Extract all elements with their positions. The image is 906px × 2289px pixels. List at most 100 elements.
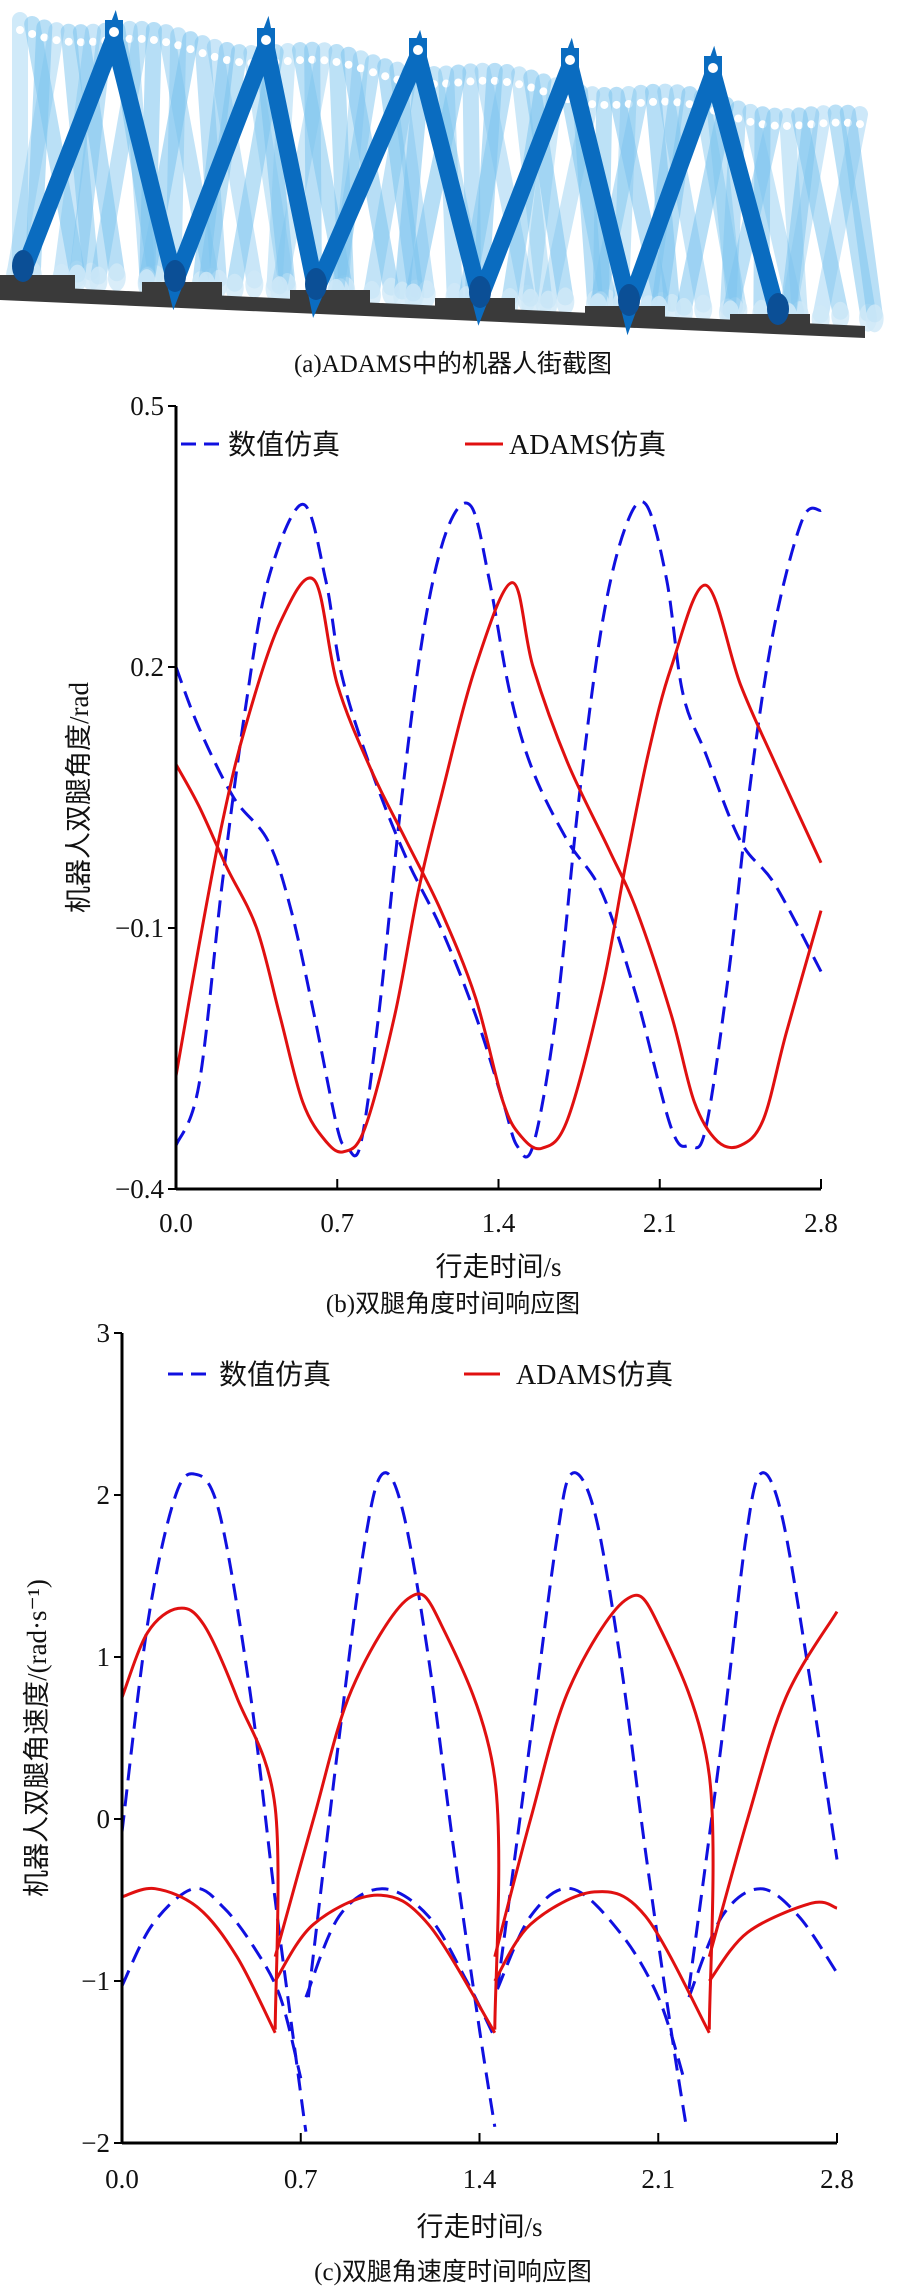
x-axis-label: 行走时间/s bbox=[435, 1252, 561, 1282]
numeric-sim-line bbox=[120, 1472, 308, 2132]
numeric-sim-line bbox=[306, 1471, 497, 2128]
ghost-hip-joint bbox=[210, 52, 219, 61]
foot bbox=[469, 276, 491, 308]
adams-sim-line bbox=[493, 1890, 711, 2034]
ghost-hip-joint bbox=[478, 76, 487, 85]
x-tick-label: 0.0 bbox=[159, 1208, 193, 1238]
angle-chart: 0.5 0.2 −0.1 −0.4 0.0 0.7 1.4 2.1 2.8 行走时间/s 机器人双腿… bbox=[64, 391, 838, 1282]
ghost-leg bbox=[271, 42, 333, 295]
ghost-leg bbox=[405, 64, 467, 302]
ghost-hip-joint bbox=[490, 76, 499, 85]
hip-joint bbox=[565, 55, 575, 65]
ghost-hip-joint bbox=[16, 26, 24, 34]
ghost-hip-joint bbox=[588, 100, 597, 109]
ghost-hip-joint bbox=[283, 57, 292, 66]
ghost-hip-joint bbox=[856, 120, 864, 129]
ghost-leg bbox=[332, 50, 369, 297]
ghost-hip-joint bbox=[52, 36, 61, 45]
ghost-hip-joint bbox=[782, 121, 791, 130]
x-tick-label: 0.7 bbox=[320, 1208, 354, 1238]
ghost-hip-joint bbox=[612, 100, 621, 109]
numeric-sim-line bbox=[120, 1886, 303, 2079]
ghost-leg bbox=[812, 106, 868, 323]
ghost-hip-joint bbox=[819, 119, 828, 128]
y-axis-label: 机器人双腿角度/rad bbox=[64, 682, 94, 913]
ghost-leg bbox=[780, 106, 820, 321]
foot bbox=[305, 268, 327, 300]
numeric-sim-line bbox=[687, 1887, 839, 1998]
ghost-hip-joint bbox=[222, 56, 231, 65]
y-tick-label: 0 bbox=[97, 1804, 111, 1834]
x-tick-label: 1.4 bbox=[482, 1208, 516, 1238]
hip-joint bbox=[708, 63, 718, 73]
y-tick-label: −0.1 bbox=[115, 913, 164, 943]
foot bbox=[767, 293, 789, 325]
legend-numeric-label: 数值仿真 bbox=[228, 429, 340, 461]
ghost-hip-joint bbox=[198, 49, 207, 58]
x-tick-label: 0.7 bbox=[284, 2164, 318, 2194]
y-tick-label: 0.2 bbox=[130, 652, 164, 682]
foot bbox=[618, 284, 640, 316]
ghost-hip-joint bbox=[296, 56, 304, 65]
figure-b-caption: (b)双腿角度时间响应图 bbox=[325, 1291, 581, 1318]
ghost-hip-joint bbox=[149, 35, 158, 44]
adams-sim-line bbox=[174, 581, 823, 1154]
ghost-foot bbox=[831, 301, 850, 330]
legend-adams-label: ADAMS仿真 bbox=[509, 429, 666, 461]
ghost-hip-joint bbox=[624, 99, 633, 108]
ghost-hip-joint bbox=[137, 34, 146, 43]
y-tick-label: 2 bbox=[97, 1480, 111, 1510]
ghost-foot bbox=[270, 276, 289, 305]
ghost-foot bbox=[694, 294, 713, 323]
ghost-leg bbox=[693, 88, 747, 315]
ghost-hip-joint bbox=[502, 78, 511, 87]
y-tick-label: 1 bbox=[97, 1642, 111, 1672]
ghost-foot bbox=[556, 287, 575, 316]
adams-sim-line bbox=[120, 1606, 280, 2030]
ghost-hip-joint bbox=[308, 55, 317, 64]
hip-joint bbox=[413, 45, 423, 55]
y-tick-label: −0.4 bbox=[115, 1174, 164, 1204]
ghost-hip-joint bbox=[600, 100, 609, 109]
y-tick-label: −1 bbox=[81, 1966, 110, 1996]
adams-sim-line bbox=[273, 1893, 497, 2034]
adams-sim-line bbox=[174, 576, 823, 1151]
foot bbox=[12, 250, 34, 282]
ghost-hip-joint bbox=[186, 45, 195, 54]
y-tick-label: 3 bbox=[97, 1318, 111, 1348]
ghost-leg bbox=[60, 23, 99, 281]
ghost-hip-joint bbox=[40, 33, 49, 42]
ghost-hip-joint bbox=[332, 57, 341, 66]
x-tick-label: 2.8 bbox=[820, 2164, 854, 2194]
x-tick-label: 0.0 bbox=[105, 2164, 139, 2194]
ground-step bbox=[730, 314, 810, 328]
ghost-foot bbox=[107, 263, 126, 292]
x-tick-label: 2.1 bbox=[643, 1208, 677, 1238]
y-tick-label: −2 bbox=[81, 2128, 110, 2158]
ghost-leg bbox=[6, 22, 65, 280]
numeric-sim-line bbox=[687, 1471, 839, 1990]
ghost-hip-joint bbox=[831, 118, 840, 127]
angular-velocity-chart: 3 2 1 0 −1 −2 0.0 0.7 1.4 2.1 2.8 行走时间/s 机器人双腿角速度/(r… bbox=[22, 1318, 854, 2242]
ghost-hip-joint bbox=[320, 56, 329, 65]
ghost-hip-joint bbox=[746, 117, 755, 126]
ghost-leg bbox=[72, 24, 125, 282]
ghost-hip-joint bbox=[356, 64, 365, 73]
ghost-leg bbox=[780, 105, 832, 322]
x-axis-label: 行走时间/s bbox=[416, 2212, 542, 2242]
ghost-hip-joint bbox=[807, 120, 816, 129]
legend-numeric-label: 数值仿真 bbox=[219, 1359, 331, 1391]
ghost-foot bbox=[225, 273, 244, 302]
ghost-hip-joint bbox=[673, 98, 682, 107]
y-axis-label: 机器人双腿角速度/(rad·s⁻¹) bbox=[22, 1579, 52, 1897]
ghost-hip-joint bbox=[466, 77, 475, 86]
x-tick-label: 1.4 bbox=[463, 2164, 497, 2194]
ghost-hip-joint bbox=[539, 87, 548, 96]
foot bbox=[164, 260, 186, 292]
adams-sim-line bbox=[493, 1593, 715, 2030]
adams-sim-line bbox=[708, 1900, 838, 1982]
ghost-hip-joint bbox=[795, 121, 804, 130]
ghost-leg bbox=[138, 31, 199, 288]
robot-screenshot bbox=[0, 10, 884, 338]
